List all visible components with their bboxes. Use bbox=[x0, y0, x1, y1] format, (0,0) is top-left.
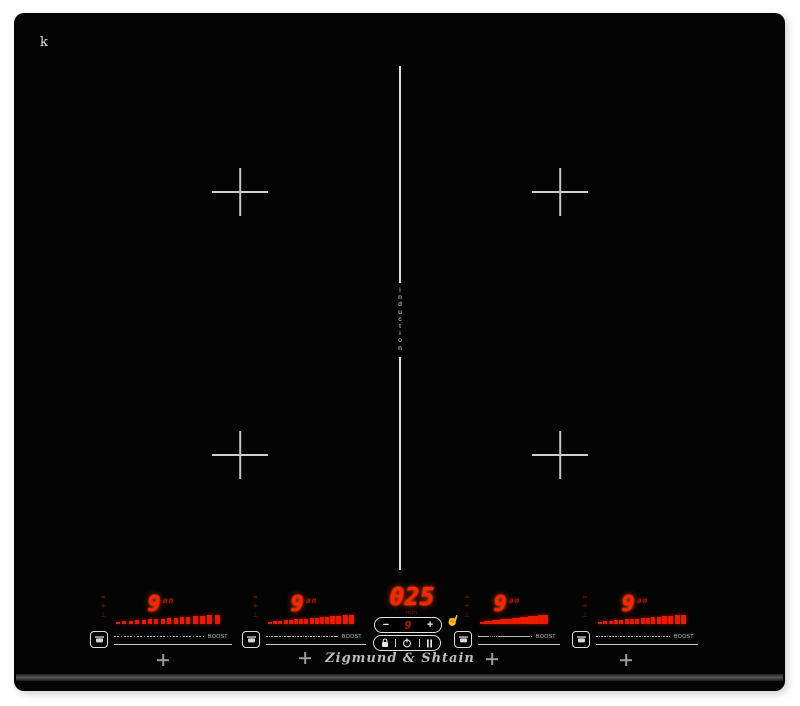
zone-select-button[interactable] bbox=[454, 630, 472, 648]
boost-label[interactable]: BOOST bbox=[342, 633, 363, 640]
zone-marker-rear-right bbox=[532, 431, 588, 479]
power-ramp-indicator bbox=[116, 612, 220, 624]
brand-logo: Zigmund & Shtain bbox=[325, 651, 475, 666]
boost-label[interactable]: BOOST bbox=[674, 633, 695, 640]
boost-label[interactable]: BOOST bbox=[536, 633, 557, 640]
boost-label[interactable]: BOOST bbox=[208, 633, 229, 640]
zone-select-button[interactable] bbox=[242, 630, 260, 648]
pan-icon bbox=[94, 635, 104, 642]
zone-indicator-icons: ≈ + ⊥ bbox=[100, 593, 107, 619]
power-level-display: 9 an bbox=[147, 592, 175, 617]
timer-control-group: 025 min − 9 + ☝ bbox=[366, 582, 462, 654]
power-slider[interactable] bbox=[478, 635, 533, 638]
minus-button[interactable]: − bbox=[382, 618, 390, 631]
zone-indicator-icons: ≈ + ⊥ bbox=[464, 593, 471, 619]
lock-icon[interactable] bbox=[381, 638, 389, 648]
power-level-display: 9 an bbox=[290, 592, 318, 617]
timer-adjust-pill: − 9 + bbox=[374, 617, 442, 633]
center-divider-line bbox=[399, 357, 401, 570]
power-ramp-indicator bbox=[480, 612, 548, 624]
power-ramp-indicator bbox=[598, 612, 686, 624]
pan-icon bbox=[458, 635, 468, 642]
zone-control-cluster-1: ≈ + ⊥ 9 an BOOST bbox=[88, 590, 234, 654]
corner-mark: k bbox=[40, 35, 48, 50]
power-level-display: 9 an bbox=[493, 592, 521, 617]
power-slider[interactable] bbox=[266, 635, 339, 638]
front-bevel-edge bbox=[16, 674, 783, 681]
zone-marker-front-left bbox=[212, 168, 268, 216]
plus-button[interactable]: + bbox=[426, 618, 434, 631]
zone-control-cluster-3: ≈ + ⊥ 9 an BOOST bbox=[452, 590, 562, 654]
timer-display: 025 bbox=[389, 582, 435, 611]
power-slider[interactable] bbox=[114, 635, 205, 638]
center-divider-line bbox=[399, 66, 401, 283]
power-level-display: 9 an bbox=[621, 592, 649, 617]
pan-icon bbox=[246, 635, 256, 642]
pan-icon bbox=[576, 635, 586, 642]
zone-indicator-icons: ≈ + ⊥ bbox=[582, 593, 589, 619]
zone-control-cluster-2: ≈ + ⊥ 9 an BOOST bbox=[240, 590, 368, 654]
zone-select-button[interactable] bbox=[572, 630, 590, 648]
separator bbox=[418, 639, 420, 647]
timer-unit-label: min bbox=[406, 610, 418, 616]
power-slider[interactable] bbox=[596, 635, 671, 638]
zone-marker-rear-left bbox=[212, 431, 268, 479]
system-keys-pill bbox=[373, 635, 441, 651]
pause-icon[interactable] bbox=[426, 639, 433, 648]
separator bbox=[395, 639, 397, 647]
touch-gesture-icon: ☝ bbox=[444, 613, 462, 629]
zone-control-cluster-4: ≈ + ⊥ 9 an BOOST bbox=[570, 590, 700, 654]
power-ramp-indicator bbox=[268, 612, 354, 624]
zone-indicator-icons: ≈ + ⊥ bbox=[252, 593, 259, 619]
selected-level-display: 9 bbox=[404, 618, 412, 632]
zone-marker-front-right bbox=[532, 168, 588, 216]
power-icon[interactable] bbox=[402, 638, 412, 648]
zone-select-button[interactable] bbox=[90, 630, 108, 648]
